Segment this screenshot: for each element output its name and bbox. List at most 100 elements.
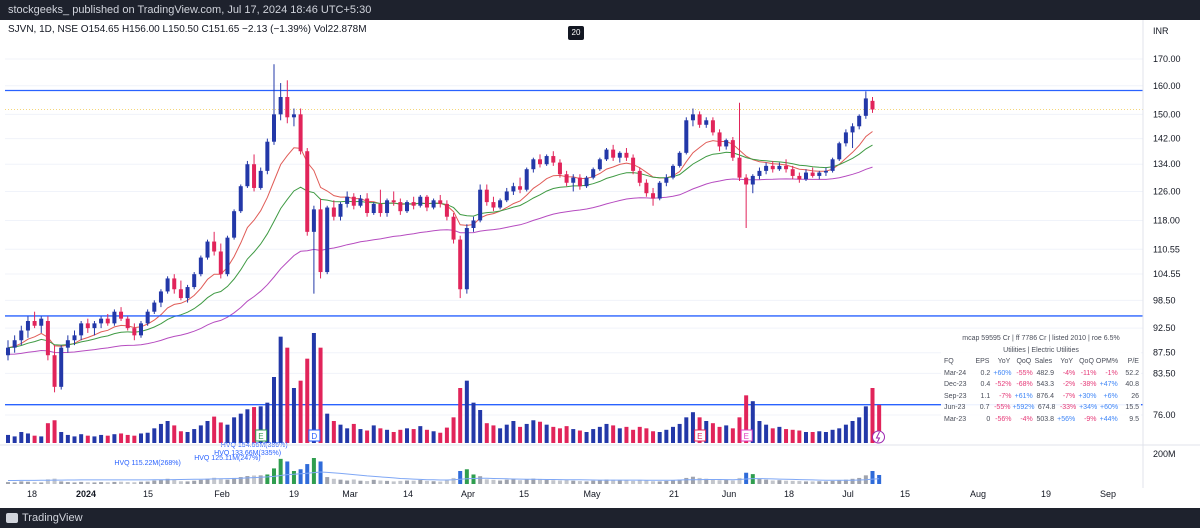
- sub-volume-bar: [591, 480, 596, 484]
- volume-bar: [398, 429, 403, 443]
- event-label: D: [311, 432, 317, 441]
- candle-body: [225, 237, 230, 275]
- volume-bar: [331, 421, 336, 443]
- candle: [717, 129, 722, 152]
- sub-volume-bar: [125, 482, 130, 484]
- candle-body: [671, 165, 675, 178]
- event-label: E: [744, 432, 749, 441]
- volume-bar: [119, 433, 124, 443]
- fundamentals-summary: mcap 59595 Cr | ff 7786 Cr | listed 2010…: [962, 335, 1120, 342]
- sub-volume-bar: [478, 476, 483, 484]
- table-cell: -38%: [1080, 381, 1097, 388]
- sub-volume-bar: [112, 481, 117, 484]
- fundamentals-table: mcap 59595 Cr | ff 7786 Cr | listed 2010…: [941, 333, 1141, 425]
- candle: [165, 276, 170, 294]
- time-tick-label: 18: [784, 489, 794, 499]
- sub-volume-bar: [498, 480, 503, 484]
- candle-body: [850, 126, 855, 133]
- sub-volume-bar: [857, 477, 862, 484]
- candle-body: [684, 120, 689, 153]
- candle: [551, 151, 556, 166]
- volume-bar: [830, 429, 835, 443]
- candle-body: [119, 311, 124, 319]
- earnings-event-icon: E: [740, 429, 753, 442]
- sub-volume-bar: [817, 481, 822, 484]
- price-chart[interactable]: 158.3195.0877.79151.6522.878M24.975M22.8…: [0, 20, 1200, 508]
- candle-body: [797, 175, 802, 180]
- candle-body: [657, 182, 662, 199]
- candle-body: [278, 97, 283, 115]
- candle: [85, 318, 90, 333]
- candle: [245, 160, 250, 188]
- volume-bar: [544, 424, 549, 443]
- candle-body: [611, 149, 616, 158]
- sub-volume-bar: [218, 479, 223, 484]
- candle-body: [424, 196, 429, 208]
- table-cell: 0.4: [980, 381, 991, 388]
- volume-bar: [577, 430, 582, 443]
- table-cell: +60%: [993, 369, 1012, 377]
- candle: [238, 184, 243, 214]
- volume-bar: [737, 417, 742, 443]
- candle-body: [112, 311, 117, 324]
- candle: [737, 102, 742, 182]
- volume-bar: [32, 435, 37, 443]
- candle-body: [19, 330, 24, 341]
- publish-header: stockgeeks_ published on TradingView.com…: [0, 0, 1200, 20]
- candle: [345, 191, 350, 208]
- volume-bar: [45, 423, 50, 443]
- sub-volume-bar: [119, 481, 124, 484]
- candle-body: [145, 311, 150, 324]
- candle-body: [358, 198, 363, 206]
- volume-bar: [504, 424, 509, 443]
- table-cell: -4%: [1020, 415, 1033, 423]
- symbol-legend[interactable]: SJVN, 1D, NSE O154.65 H156.00 L150.50 C1…: [8, 24, 367, 35]
- sub-volume-bar: [551, 480, 556, 484]
- candle: [192, 272, 197, 290]
- candle-body: [431, 200, 436, 208]
- time-tick-label: Jun: [722, 489, 737, 499]
- candle-body: [810, 172, 815, 176]
- sub-volume-bar: [511, 478, 516, 484]
- candle-body: [245, 164, 250, 187]
- price-tick-label: 76.00: [1153, 410, 1176, 420]
- candle: [145, 309, 150, 326]
- chart-area[interactable]: 158.3195.0877.79151.6522.878M24.975M22.8…: [0, 20, 1200, 508]
- horizontal-levels[interactable]: 158.3195.0877.79151.6522.878M24.975M22.8…: [5, 84, 1188, 487]
- candle-body: [365, 198, 370, 214]
- candle-body: [178, 289, 183, 299]
- candle-body: [591, 169, 596, 178]
- candle: [65, 335, 70, 353]
- sub-volume-bar: [338, 479, 343, 484]
- sub-volume-bar: [804, 481, 808, 484]
- sub-volume-bar: [72, 482, 77, 484]
- time-tick-label: Sep: [1100, 489, 1116, 499]
- volume-bar: [52, 420, 57, 443]
- earnings-event-icon: D: [308, 429, 321, 442]
- table-cell: -33%: [1059, 404, 1077, 411]
- candle-body: [604, 149, 609, 160]
- table-cell: +61%: [1014, 392, 1033, 400]
- sub-volume-bar: [823, 481, 828, 484]
- candle-body: [744, 177, 749, 185]
- volume-bar: [518, 426, 523, 443]
- bar-count-badge: 20: [568, 26, 584, 40]
- currency-label[interactable]: INR: [1153, 26, 1169, 36]
- candle-body: [418, 196, 423, 206]
- candle: [278, 83, 283, 121]
- sub-volume-bar: [484, 479, 489, 484]
- volume-bar: [291, 388, 296, 443]
- col-header: QoQ: [1016, 358, 1032, 365]
- candle: [837, 141, 842, 161]
- sub-volume-bar: [85, 482, 90, 484]
- volume-bar: [704, 421, 709, 443]
- candle-body: [637, 170, 642, 183]
- candle: [132, 323, 137, 341]
- candle-body: [391, 200, 396, 203]
- col-header: P/E: [1127, 358, 1139, 365]
- candle-body: [823, 170, 828, 173]
- candle-body: [451, 216, 456, 240]
- candle: [631, 154, 636, 175]
- candle: [491, 196, 496, 212]
